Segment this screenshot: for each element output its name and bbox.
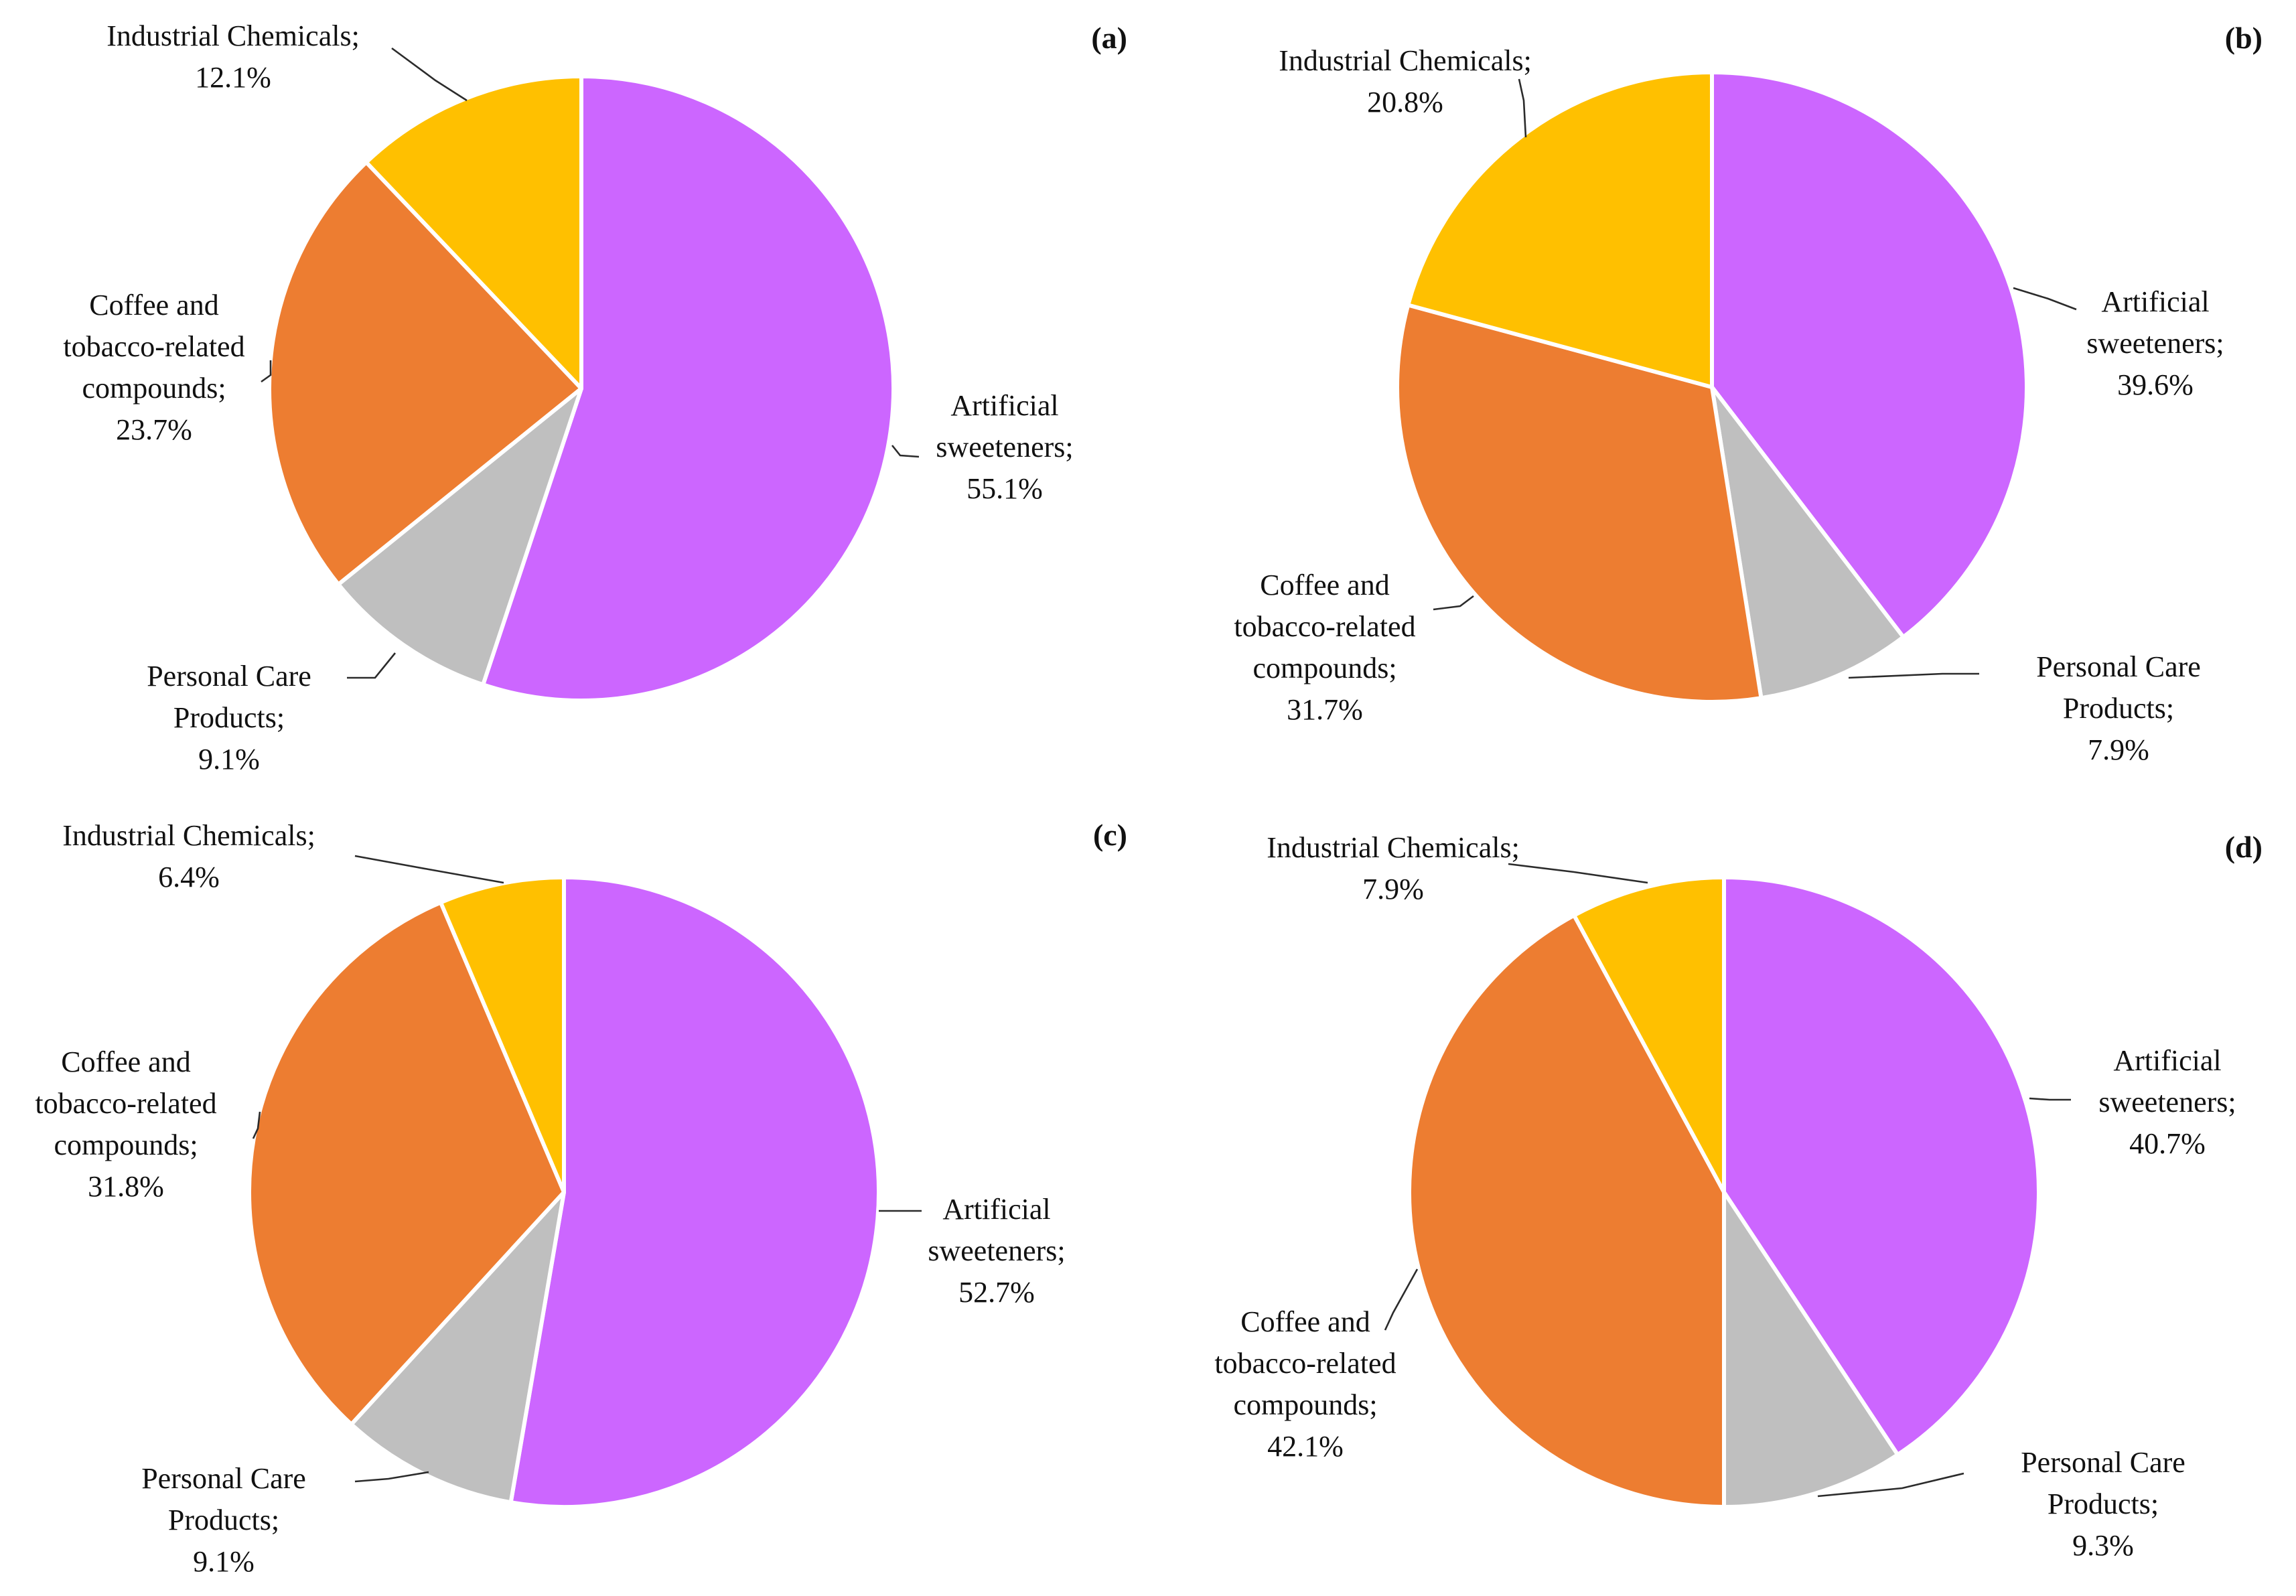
pie-slice-artificial-sweeteners <box>481 74 895 703</box>
data-label: Industrial Chemicals; 20.8% <box>1279 44 1532 119</box>
panel-label: (c) <box>1093 818 1127 852</box>
leader-line <box>1518 78 1527 138</box>
data-label: Personal Care Products; 9.3% <box>2021 1446 2185 1562</box>
pie-panel-c: Artificial sweeteners; 52.7% Personal Care P… <box>35 818 1127 1578</box>
leader-line <box>1433 595 1474 611</box>
leader-line <box>354 1471 429 1483</box>
leader-line <box>891 445 920 458</box>
pie-slice-personal-care-products <box>349 1190 566 1505</box>
pie-slice-coffee-and-tobacco-related-compounds <box>1395 303 1764 704</box>
data-label: Personal Care Products; 7.9% <box>2036 650 2201 766</box>
data-label: Artificial sweeteners; 40.7% <box>2098 1044 2236 1160</box>
data-label: Industrial Chemicals; 12.1% <box>106 19 360 94</box>
data-label: Personal Care Products; 9.1% <box>147 660 311 776</box>
leader-line <box>347 652 397 679</box>
leader-line <box>354 855 504 884</box>
pie-slice-personal-care-products <box>1722 1190 1900 1509</box>
leader-line <box>1848 672 1979 679</box>
leader-line <box>261 360 272 383</box>
pie-panel-b: Artificial sweeteners; 39.6% Personal Care P… <box>1234 21 2263 766</box>
panel-label: (a) <box>1091 21 1127 55</box>
pie-slice-personal-care-products <box>1710 385 1906 701</box>
leader-line <box>252 1111 261 1139</box>
pie-slice-coffee-and-tobacco-related-compounds <box>247 900 566 1427</box>
data-label: Coffee and tobacco-related compounds; 23.7% <box>63 289 244 446</box>
data-label: Personal Care Products; 9.1% <box>141 1462 306 1578</box>
pie-slice-artificial-sweeteners <box>508 875 881 1509</box>
leader-line <box>391 47 468 102</box>
panel-label: (b) <box>2225 21 2263 55</box>
leader-line <box>1817 1472 1964 1498</box>
panel-label: (d) <box>2225 830 2263 864</box>
pie-panel-a: Artificial sweeteners; 55.1% Personal Care P… <box>63 19 1127 776</box>
pie-slice-personal-care-products <box>336 386 583 687</box>
data-label: Artificial sweeteners; 39.6% <box>2086 285 2224 401</box>
data-label: Artificial sweeteners; 52.7% <box>928 1193 1065 1309</box>
data-label: Coffee and tobacco-related compounds; 31.8% <box>35 1045 216 1203</box>
pie-slice-coffee-and-tobacco-related-compounds <box>1407 913 1726 1509</box>
data-label: Coffee and tobacco-related compounds; 31.7% <box>1234 569 1415 726</box>
pie-panels: Artificial sweeteners; 55.1% Personal Care P… <box>35 19 2263 1578</box>
pie-slice-artificial-sweeteners <box>1710 70 2029 640</box>
pie-slice-industrial-chemicals <box>1572 875 1726 1194</box>
pie-slice-industrial-chemicals <box>1406 70 1714 389</box>
leader-line <box>2029 1097 2071 1101</box>
leader-line <box>1384 1268 1419 1331</box>
data-label: Industrial Chemicals; 6.4% <box>62 819 315 893</box>
data-label: Industrial Chemicals; 7.9% <box>1267 831 1520 905</box>
data-label: Artificial sweeteners; 55.1% <box>936 389 1073 505</box>
pie-panel-d: Artificial sweeteners; 40.7% Personal Care P… <box>1214 830 2263 1562</box>
leader-line <box>1508 863 1648 884</box>
leader-line <box>2013 287 2077 311</box>
pie-slice-industrial-chemicals <box>439 875 566 1194</box>
data-label: Coffee and tobacco-related compounds; 42.1% <box>1214 1305 1396 1463</box>
